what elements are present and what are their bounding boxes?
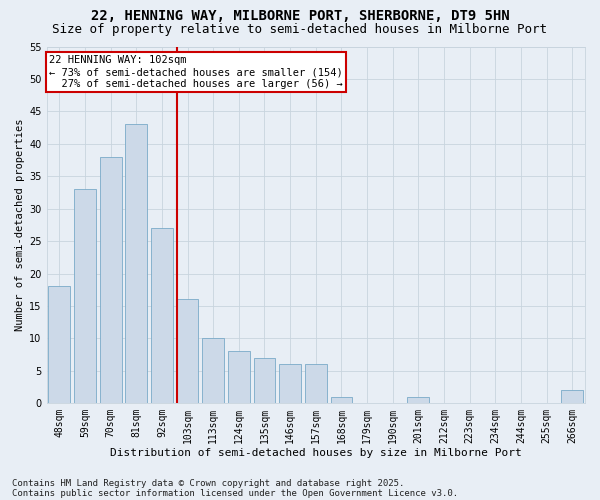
Bar: [202, 338, 224, 403]
Bar: [228, 352, 250, 403]
Bar: [125, 124, 147, 403]
Bar: [254, 358, 275, 403]
Bar: [305, 364, 326, 403]
Y-axis label: Number of semi-detached properties: Number of semi-detached properties: [15, 118, 25, 331]
Bar: [331, 396, 352, 403]
Bar: [49, 286, 70, 403]
Bar: [279, 364, 301, 403]
Text: Size of property relative to semi-detached houses in Milborne Port: Size of property relative to semi-detach…: [53, 22, 548, 36]
Bar: [100, 157, 122, 403]
Bar: [151, 228, 173, 403]
X-axis label: Distribution of semi-detached houses by size in Milborne Port: Distribution of semi-detached houses by …: [110, 448, 521, 458]
Bar: [407, 396, 429, 403]
Text: 22, HENNING WAY, MILBORNE PORT, SHERBORNE, DT9 5HN: 22, HENNING WAY, MILBORNE PORT, SHERBORN…: [91, 9, 509, 23]
Bar: [74, 189, 96, 403]
Bar: [176, 300, 199, 403]
Bar: [561, 390, 583, 403]
Text: 22 HENNING WAY: 102sqm
← 73% of semi-detached houses are smaller (154)
  27% of : 22 HENNING WAY: 102sqm ← 73% of semi-det…: [49, 56, 343, 88]
Text: Contains HM Land Registry data © Crown copyright and database right 2025.
Contai: Contains HM Land Registry data © Crown c…: [12, 479, 458, 498]
